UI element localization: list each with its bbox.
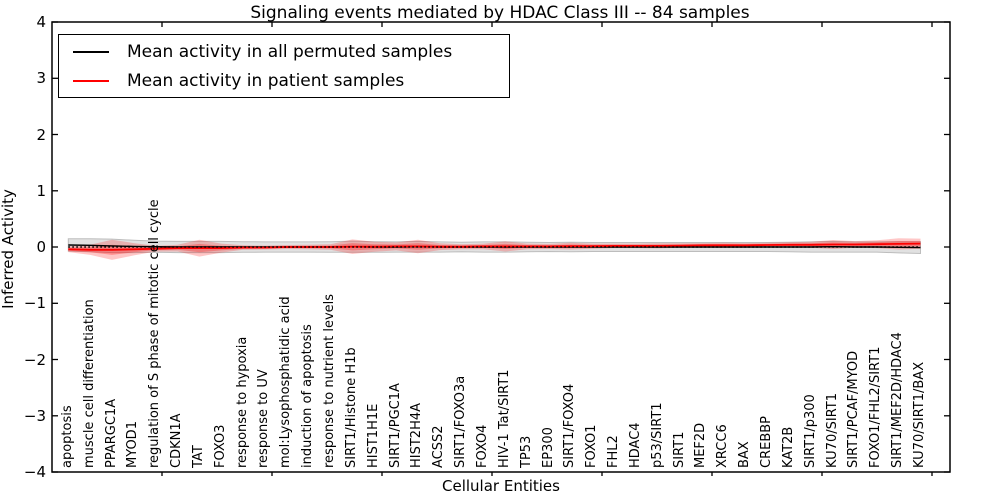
y-tick-label: 0 xyxy=(36,238,46,256)
x-tick-label: response to nutrient levels xyxy=(322,293,337,468)
x-tick-label: TAT xyxy=(190,445,206,468)
x-tick-label: SIRT1/PCAF/MYOD xyxy=(846,350,862,468)
x-tick-label: EP300 xyxy=(540,427,556,468)
y-tick-label: −4 xyxy=(23,463,46,481)
x-tick-label: KAT2B xyxy=(780,426,796,468)
red-line-sample-icon xyxy=(73,79,109,82)
x-tick-label: apoptosis xyxy=(59,405,75,468)
x-tick-label: SIRT1/PGC1A xyxy=(387,383,403,468)
y-tick-label: −3 xyxy=(23,406,46,425)
band-patient xyxy=(68,238,921,260)
x-tick-label: HIST1H1E xyxy=(365,403,381,468)
legend-entry-patient: Mean activity in patient samples xyxy=(59,67,509,95)
axis-ticks xyxy=(52,21,950,476)
x-tick-label: regulation of S phase of mitotic cell cy… xyxy=(147,199,163,468)
x-tick-label: TP53 xyxy=(518,435,534,468)
y-tick-label: −1 xyxy=(23,294,46,313)
x-tick-label: MYOD1 xyxy=(125,421,141,468)
x-tick-label: FHL2 xyxy=(606,435,622,468)
legend-entry-permuted: Mean activity in all permuted samples xyxy=(59,38,509,66)
x-tick-label: FOXO4 xyxy=(474,424,490,468)
x-tick-label: SIRT1/Histone H1b xyxy=(343,347,359,468)
x-tick-label: SIRT1/FOXO4 xyxy=(562,383,578,468)
x-tick-label: p53/SIRT1 xyxy=(649,402,665,468)
legend-label-permuted: Mean activity in all permuted samples xyxy=(127,41,453,62)
y-tick-label: −2 xyxy=(23,350,46,369)
legend-label-patient: Mean activity in patient samples xyxy=(127,70,405,91)
x-tick-label: response to UV xyxy=(256,369,272,468)
x-tick-label: CREBBP xyxy=(759,416,774,468)
x-tick-label: KU70/SIRT1 xyxy=(824,393,840,468)
x-tick-label: SIRT1/MEF2D/HDAC4 xyxy=(890,332,906,468)
chart-title: Signaling events mediated by HDAC Class … xyxy=(250,3,750,23)
y-axis-title: Inferred Activity xyxy=(0,189,17,309)
legend: Mean activity in all permuted samples Me… xyxy=(58,34,510,98)
patient-mean-line xyxy=(68,242,921,251)
x-tick-label: response to hypoxia xyxy=(234,336,250,468)
y-tick-label: 4 xyxy=(36,13,46,31)
black-line-sample-icon xyxy=(73,50,109,53)
x-tick-label: FOXO1/FHL2/SIRT1 xyxy=(868,346,884,468)
x-tick-label: SIRT1/p300 xyxy=(802,394,818,468)
x-tick-label: MEF2D xyxy=(693,422,709,468)
x-tick-label: FOXO3 xyxy=(212,424,228,468)
y-tick-label: 3 xyxy=(36,69,46,88)
x-tick-label: KU70/SIRT1/BAX xyxy=(911,361,927,468)
x-tick-label: BAX xyxy=(737,441,753,468)
x-tick-label: SIRT1/FOXO3a xyxy=(453,375,469,468)
x-tick-label: FOXO1 xyxy=(584,424,600,468)
x-tick-label: XRCC6 xyxy=(715,424,731,468)
x-tick-label: ACSS2 xyxy=(431,425,447,468)
x-tick-label: muscle cell differentiation xyxy=(81,299,97,468)
y-tick-label: 2 xyxy=(36,125,46,144)
x-tick-label: PPARGC1A xyxy=(103,398,119,468)
x-tick-label: induction of apoptosis xyxy=(300,324,316,468)
x-tick-label: HDAC4 xyxy=(627,422,643,468)
x-tick-label: mol:Lysophosphatidic acid xyxy=(278,296,294,468)
x-tick-label: SIRT1 xyxy=(671,431,687,468)
y-tick-label: 1 xyxy=(36,181,46,200)
x-axis-title: Cellular Entities xyxy=(442,477,560,495)
x-tick-label: HIV-1 Tat/SIRT1 xyxy=(496,369,512,468)
x-tick-label: HIST2H4A xyxy=(409,402,425,468)
x-tick-label: CDKN1A xyxy=(169,413,185,468)
